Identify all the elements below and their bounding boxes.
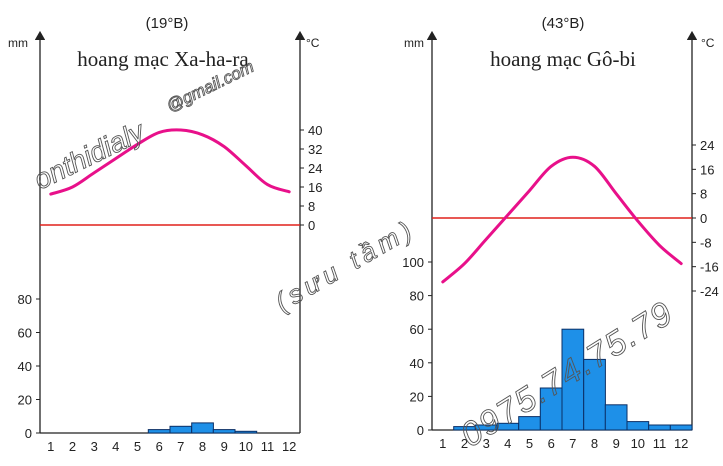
gobi-month-tick: 12 — [674, 436, 688, 451]
gobi-temp-tick: -8 — [700, 235, 712, 250]
gobi-precip-bars — [453, 328, 693, 431]
sahara-precip-tick: 40 — [18, 359, 32, 374]
sahara-month-tick: 7 — [177, 439, 184, 454]
gobi-month-tick: 7 — [569, 436, 576, 451]
watermark-site: onthidialy — [29, 115, 151, 196]
sahara-month-tick: 5 — [134, 439, 141, 454]
gobi-bar-m11 — [648, 424, 671, 431]
sahara-bar-m8 — [191, 422, 214, 434]
gobi-temp-tick: -16 — [700, 260, 719, 275]
sahara-title: hoang mạc Xa-ha-ra — [77, 47, 249, 71]
sahara-temp-tick: 24 — [308, 161, 322, 176]
gobi-right-unit: °C — [701, 36, 715, 50]
sahara-month-tick: 9 — [221, 439, 228, 454]
sahara-precip-tick: 60 — [18, 326, 32, 341]
gobi-precip-tick: 40 — [410, 356, 424, 371]
gobi-month-tick: 6 — [548, 436, 555, 451]
gobi-month-tick: 9 — [613, 436, 620, 451]
sahara-bar-m7 — [169, 425, 193, 434]
gobi-month-tick: 4 — [504, 436, 511, 451]
gobi-latitude-label: (43°B) — [542, 15, 585, 32]
sahara-latitude-label: (19°B) — [146, 15, 189, 32]
gobi-temp-ticks: -24 -16 -8 0 8 16 24 — [692, 138, 719, 299]
sahara-precip-tick: 20 — [18, 393, 32, 408]
sahara-right-unit: °C — [306, 36, 320, 50]
gobi-month-tick: 3 — [483, 436, 490, 451]
sahara-month-tick: 4 — [112, 439, 119, 454]
gobi-precip-ticks: 0 20 40 60 80 100 — [402, 255, 432, 438]
gobi-bar-m12 — [669, 424, 693, 431]
gobi-precip-tick: 20 — [410, 389, 424, 404]
sahara-month-tick: 8 — [199, 439, 206, 454]
gobi-precip-tick: 100 — [402, 255, 424, 270]
gobi-temp-tick: -24 — [700, 284, 719, 299]
gobi-temperature-line — [441, 155, 683, 284]
gobi-precip-tick: 60 — [410, 322, 424, 337]
sahara-bar-m10 — [234, 430, 258, 434]
gobi-chart: (43°B) hoang mạc Gô-bi mm °C 0 20 40 — [402, 15, 719, 451]
sahara-temp-tick: 0 — [308, 218, 315, 233]
sahara-month-tick: 6 — [156, 439, 163, 454]
sahara-month-tick: 11 — [261, 439, 275, 454]
gobi-bar-m8 — [583, 358, 606, 431]
sahara-month-tick: 10 — [239, 439, 253, 454]
sahara-chart: (19°B) hoang mạc Xa-ha-ra mm °C 0 20 40 — [8, 15, 322, 454]
sahara-temperature-line — [49, 128, 291, 196]
gobi-precip-tick: 0 — [417, 423, 424, 438]
sahara-month-tick: 1 — [47, 439, 54, 454]
gobi-month-tick: 5 — [526, 436, 533, 451]
gobi-title: hoang mạc Gô-bi — [490, 47, 636, 71]
sahara-precip-ticks: 0 20 40 60 80 — [18, 292, 40, 441]
sahara-precip-tick: 0 — [25, 426, 32, 441]
sahara-left-unit: mm — [8, 36, 28, 50]
sahara-month-tick: 12 — [282, 439, 296, 454]
gobi-temp-tick: 16 — [700, 162, 714, 177]
sahara-bar-m6 — [147, 429, 171, 434]
sahara-precip-bars — [147, 422, 258, 434]
sahara-month-ticks: 1 2 3 4 5 6 7 8 9 10 11 12 — [47, 439, 296, 454]
gobi-precip-tick: 80 — [410, 289, 424, 304]
sahara-temp-tick: 40 — [308, 123, 322, 138]
sahara-month-tick: 2 — [69, 439, 76, 454]
gobi-month-tick: 10 — [631, 436, 645, 451]
sahara-temp-tick: 8 — [308, 199, 315, 214]
sahara-precip-tick: 80 — [18, 292, 32, 307]
gobi-left-unit: mm — [404, 36, 424, 50]
sahara-month-tick: 3 — [91, 439, 98, 454]
gobi-month-tick: 2 — [461, 436, 468, 451]
gobi-bar-m9 — [604, 404, 628, 431]
sahara-bar-m9 — [212, 429, 236, 434]
gobi-month-ticks: 1 2 3 4 5 6 7 8 9 10 11 12 — [439, 436, 688, 451]
sahara-temp-tick: 16 — [308, 180, 322, 195]
gobi-temp-tick: 0 — [700, 211, 707, 226]
gobi-temp-tick: 24 — [700, 138, 714, 153]
sahara-temp-ticks: 0 8 16 24 32 40 — [300, 123, 322, 233]
watermark-collected: (sưu tầm) — [270, 213, 421, 317]
gobi-month-tick: 1 — [439, 436, 446, 451]
gobi-month-tick: 11 — [653, 436, 667, 451]
gobi-temp-tick: 8 — [700, 187, 707, 202]
gobi-month-tick: 8 — [591, 436, 598, 451]
gobi-bar-m10 — [626, 421, 650, 431]
sahara-temp-tick: 32 — [308, 142, 322, 157]
